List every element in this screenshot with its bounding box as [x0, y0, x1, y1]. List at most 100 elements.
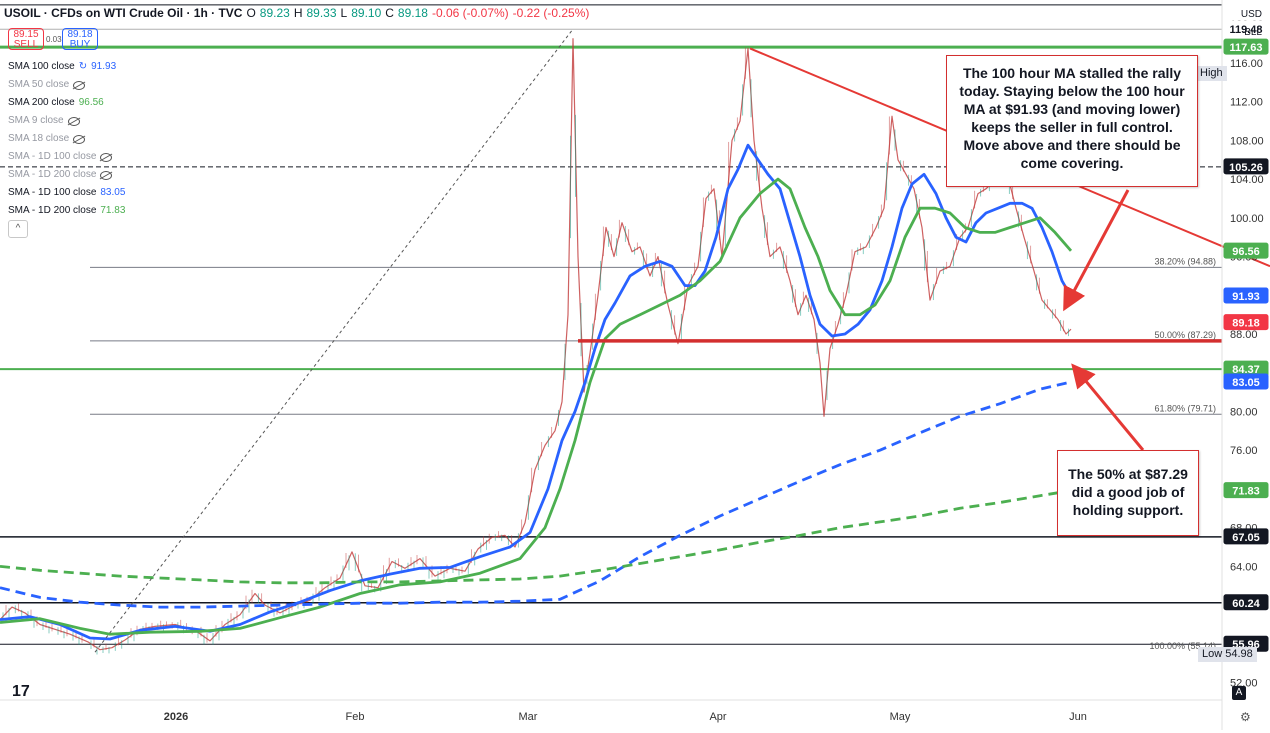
x-tick-label: Jun	[1069, 711, 1087, 723]
annotation-lower: The 50% at $87.29 did a good job of hold…	[1057, 450, 1199, 536]
price-tag-label: 71.83	[1232, 486, 1260, 498]
indicator-legend: SMA 100 close ↻ 91.93 SMA 50 close SMA 200 c…	[8, 58, 125, 220]
legend-indicator-value: 91.93	[91, 61, 117, 72]
projection-dotted-line	[94, 28, 574, 653]
fib-level-label: 50.00% (87.29)	[1154, 330, 1216, 340]
buy-button[interactable]: 89.18 BUY	[62, 28, 98, 50]
y-tick-label: 104.00	[1230, 174, 1264, 186]
high-label: H	[293, 6, 303, 20]
fib-level-label: 61.80% (79.71)	[1154, 403, 1216, 413]
price-tag-bg	[1223, 38, 1269, 55]
y-tick-label: 100.00	[1230, 213, 1264, 225]
legend-indicator-name: SMA 18 close	[8, 133, 70, 144]
price-tag-label: 89.18	[1232, 318, 1260, 330]
price-tag-label: 83.05	[1232, 377, 1260, 389]
price-tag-bg	[1223, 314, 1269, 331]
low-marker: Low 54.98	[1198, 647, 1257, 662]
open-value: 89.23	[259, 6, 290, 20]
low-value: 89.10	[351, 6, 382, 20]
change-value-2: -0.22 (-0.25%)	[512, 6, 590, 20]
y-tick-label: 116.00	[1230, 58, 1263, 70]
x-tick-label: May	[890, 711, 911, 723]
legend-row[interactable]: SMA 18 close	[8, 130, 125, 148]
legend-indicator-value: 71.83	[100, 205, 126, 216]
ma-line-sma-200-close	[0, 177, 1073, 636]
ma-line-sma-1d-100-close	[0, 380, 1072, 609]
y-tick-label: 88.00	[1230, 329, 1258, 341]
legend-row[interactable]: SMA 9 close	[8, 112, 125, 130]
buy-price: 89.18	[67, 29, 93, 40]
low-label: L	[340, 6, 348, 20]
y-tick-label: 64.00	[1230, 561, 1258, 573]
price-tag-label: 67.05	[1232, 532, 1260, 544]
legend-indicator-name: SMA - 1D 100 close	[8, 187, 97, 198]
currency-label[interactable]: USD	[1240, 9, 1262, 20]
price-tag-bg	[1223, 158, 1269, 175]
eye-hidden-icon[interactable]	[73, 80, 86, 90]
price-tag-label: 60.24	[1232, 598, 1260, 610]
x-tick-label: 2026	[164, 711, 188, 723]
sell-price: 89.15	[13, 29, 39, 40]
buy-label: BUY	[69, 39, 91, 50]
eye-hidden-icon[interactable]	[100, 152, 113, 162]
low-marker-label: Low	[1202, 648, 1223, 660]
legend-row[interactable]: SMA 100 close ↻ 91.93	[8, 58, 125, 76]
legend-row[interactable]: SMA 50 close	[8, 76, 125, 94]
price-tag-bg	[1223, 594, 1269, 611]
unit-label[interactable]: BLL	[1244, 27, 1262, 38]
close-label: C	[385, 6, 394, 20]
ma-line-sma-100-close	[0, 143, 1073, 641]
y-tick-label: 112.00	[1230, 97, 1263, 109]
price-tag-bg	[1223, 242, 1269, 259]
eye-hidden-icon[interactable]	[67, 116, 80, 126]
close-value: 89.18	[397, 6, 428, 20]
change-value: -0.06 (-0.07%)	[431, 6, 509, 20]
legend-row[interactable]: SMA - 1D 100 close 83.05	[8, 184, 125, 202]
low-marker-value: 54.98	[1225, 648, 1253, 660]
legend-row[interactable]: SMA 200 close 96.56	[8, 94, 125, 112]
price-tag-label: 91.93	[1232, 291, 1260, 303]
price-series-line	[0, 38, 1072, 651]
price-tag-label: 119.48	[1229, 24, 1262, 36]
symbol-title[interactable]: USOIL · CFDs on WTI Crude Oil · 1h · TVC	[4, 6, 243, 20]
y-tick-label: 76.00	[1230, 445, 1258, 457]
chart-header: USOIL · CFDs on WTI Crude Oil · 1h · TVC…	[4, 6, 589, 20]
price-tag-bg	[1223, 20, 1269, 37]
legend-indicator-value: 83.05	[100, 187, 126, 198]
sell-label: SELL	[13, 39, 39, 50]
legend-indicator-name: SMA 50 close	[8, 79, 70, 90]
legend-row[interactable]: SMA - 1D 200 close	[8, 166, 125, 184]
sell-button[interactable]: 89.15 SELL	[8, 28, 44, 50]
trade-buttons: 89.15 SELL 0.03 89.18 BUY	[8, 28, 98, 50]
tradingview-logo[interactable]: 17	[12, 683, 30, 700]
fib-level-label: 100.00% (55.14)	[1149, 641, 1216, 651]
price-tag-label: 96.56	[1232, 246, 1260, 258]
y-tick-label: 80.00	[1230, 406, 1258, 418]
spread-value: 0.03	[46, 34, 62, 44]
eye-hidden-icon[interactable]	[100, 170, 113, 180]
legend-indicator-name: SMA - 1D 200 close	[8, 169, 97, 180]
x-tick-label: Feb	[346, 711, 365, 723]
legend-collapse-button[interactable]: ^	[8, 220, 28, 238]
arrow-to-ma	[1063, 189, 1130, 312]
price-tag-label: 105.26	[1229, 162, 1263, 174]
price-tag-bg	[1223, 287, 1269, 304]
price-tag-label: 84.37	[1232, 364, 1260, 376]
legend-indicator-name: SMA 9 close	[8, 115, 64, 126]
fib-level-label: 38.20% (94.88)	[1154, 256, 1216, 266]
ma-line-sma-1d-200-close	[0, 489, 1072, 585]
auto-scale-button[interactable]: A	[1232, 686, 1246, 700]
settings-gear-icon[interactable]: ⚙	[1240, 710, 1251, 724]
legend-row[interactable]: SMA - 1D 200 close 71.83	[8, 202, 125, 220]
legend-indicator-name: SMA 100 close	[8, 61, 75, 72]
open-label: O	[246, 6, 256, 20]
y-tick-label: 108.00	[1230, 135, 1264, 147]
legend-indicator-value: 96.56	[78, 97, 104, 108]
annotation-upper: The 100 hour MA stalled the rally today.…	[946, 55, 1198, 187]
x-tick-label: Mar	[519, 711, 538, 723]
eye-hidden-icon[interactable]	[73, 134, 86, 144]
sync-icon: ↻	[78, 61, 88, 72]
legend-row[interactable]: SMA - 1D 100 close	[8, 148, 125, 166]
